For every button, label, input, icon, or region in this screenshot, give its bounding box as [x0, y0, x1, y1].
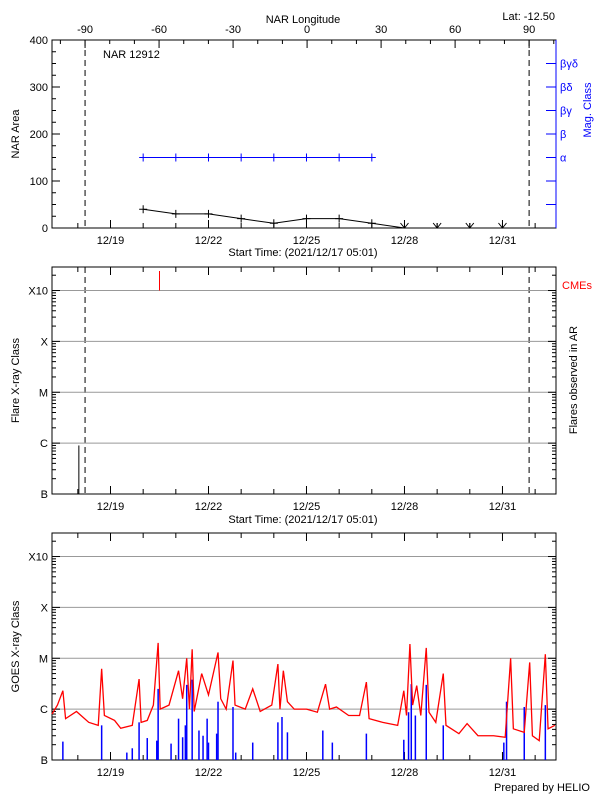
longitude-tick-label: 0: [304, 24, 310, 36]
area-point-zero: [400, 222, 409, 229]
mag-class-point: [335, 153, 344, 162]
mag-class-label: βγ: [560, 106, 572, 118]
mag-class-point: [269, 153, 278, 162]
x-tick-label: 12/22: [195, 767, 223, 779]
class-label: M: [39, 653, 48, 665]
class-label: B: [41, 755, 48, 767]
longitude-tick-label: 60: [449, 24, 461, 36]
class-label: B: [41, 489, 48, 501]
mag-class-point: [204, 153, 213, 162]
area-line: [143, 208, 503, 229]
cme-legend: CMEs: [562, 280, 592, 292]
y-tick-label: 200: [30, 129, 48, 141]
area-point-zero: [465, 222, 475, 229]
x-tick-label: 12/22: [195, 235, 223, 247]
x-tick-label: 12/19: [97, 501, 125, 513]
area-point: [171, 209, 180, 218]
area-point-zero: [498, 222, 507, 229]
area-point-zero: [432, 222, 442, 229]
x-tick-label: 12/31: [489, 235, 517, 247]
mag-class-label: β: [560, 129, 566, 141]
mag-class-point: [302, 153, 311, 162]
longitude-tick-label: -60: [151, 24, 167, 36]
class-label: M: [39, 387, 48, 399]
x-tick-label: 12/28: [391, 767, 419, 779]
region-title: NAR 12912: [103, 49, 160, 61]
area-point: [335, 214, 344, 223]
longitude-tick-label: -30: [225, 24, 241, 36]
y-axis-title: Flare X-ray Class: [10, 338, 22, 423]
y-tick-label: 300: [30, 82, 48, 94]
area-point: [302, 214, 311, 223]
area-point: [204, 209, 213, 218]
mag-class-point: [237, 153, 246, 162]
y-axis-title: NAR Area: [10, 109, 22, 159]
mag-class-axis-title: Mag. Class: [582, 82, 594, 138]
mag-class-point: [139, 153, 148, 162]
area-point: [237, 214, 246, 223]
class-label: C: [40, 704, 48, 716]
x-axis-title: Start Time: (2021/12/17 05:01): [228, 247, 377, 259]
mag-class-point: [171, 153, 180, 162]
y-tick-label: 100: [30, 176, 48, 188]
class-label: X: [41, 336, 49, 348]
x-tick-label: 12/25: [293, 767, 321, 779]
plot-frame: [51, 266, 557, 495]
x-tick-label: 12/28: [391, 501, 419, 513]
x-tick-label: 12/31: [489, 501, 517, 513]
class-label: X10: [28, 286, 48, 298]
x-tick-label: 12/22: [195, 501, 223, 513]
top-axis-title: NAR Longitude: [266, 14, 341, 26]
mag-class-label: α: [560, 153, 567, 165]
x-tick-label: 12/19: [97, 235, 125, 247]
y-axis-title: GOES X-ray Class: [10, 600, 22, 692]
x-tick-label: 12/25: [293, 501, 321, 513]
x-tick-label: 12/25: [293, 235, 321, 247]
long-channel-line: [51, 642, 556, 742]
class-label: X: [41, 602, 49, 614]
mag-class-label: βγδ: [560, 59, 578, 71]
x-tick-label: 12/31: [489, 767, 517, 779]
right-axis-title: Flares observed in AR: [568, 326, 580, 434]
class-label: X10: [28, 552, 48, 564]
x-axis-title: Start Time: (2021/12/17 05:01): [228, 514, 377, 526]
latitude-label: Lat: -12.50: [502, 11, 555, 23]
y-tick-label: 400: [30, 35, 48, 47]
longitude-tick-label: 30: [375, 24, 387, 36]
plot-frame: [51, 532, 557, 761]
x-tick-label: 12/19: [97, 767, 125, 779]
footer-credit: Prepared by HELIO: [494, 782, 590, 794]
y-tick-label: 0: [42, 223, 48, 235]
class-label: C: [40, 438, 48, 450]
area-point: [367, 219, 376, 228]
x-tick-label: 12/28: [391, 235, 419, 247]
mag-class-label: βδ: [560, 82, 572, 94]
plot-frame-area: [51, 39, 557, 229]
mag-class-point: [367, 153, 376, 162]
longitude-tick-label: -90: [77, 24, 93, 36]
longitude-tick-label: 90: [523, 24, 535, 36]
area-point: [269, 219, 278, 228]
area-point: [139, 205, 148, 214]
